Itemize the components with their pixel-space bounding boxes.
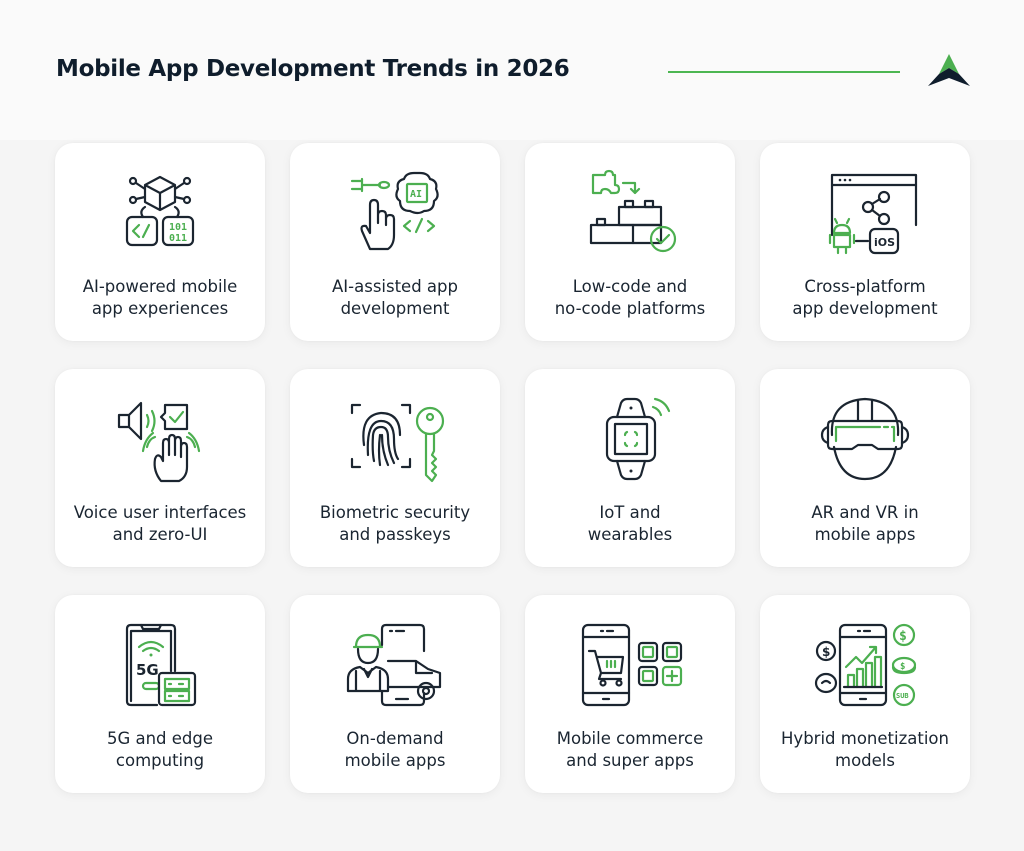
trend-label: AI-assisted app development <box>332 277 458 318</box>
fingerprint-key-icon <box>340 395 450 485</box>
speaker-hand-gesture-icon <box>105 395 215 485</box>
trend-card-voice-ui: Voice user interfaces and zero-UI <box>55 369 265 567</box>
svg-text:011: 011 <box>169 233 187 244</box>
trend-label: Low-code and no-code platforms <box>554 277 706 318</box>
trend-card-ai-assisted: AI AI-assisted app development <box>290 143 500 341</box>
svg-text:AI: AI <box>410 189 422 200</box>
courier-truck-phone-icon <box>340 621 450 711</box>
trend-label: Mobile commerce and super apps <box>556 729 704 770</box>
vr-headset-icon <box>810 395 920 485</box>
trend-card-on-demand: On-demand mobile apps <box>290 595 500 793</box>
trend-card-mobile-commerce: Mobile commerce and super apps <box>525 595 735 793</box>
svg-text:5G: 5G <box>136 661 159 679</box>
header: Mobile App Development Trends in 2026 <box>0 0 1024 140</box>
svg-text:SUB: SUB <box>896 692 909 700</box>
trend-label: AR and VR in mobile apps <box>811 503 919 544</box>
smartwatch-icon <box>575 395 685 485</box>
phone-cart-apps-icon <box>575 621 685 711</box>
trend-card-cross-platform: iOS Cross-platform app development <box>760 143 970 341</box>
trend-label: Hybrid monetization models <box>781 729 949 770</box>
trend-card-iot-wearables: IoT and wearables <box>525 369 735 567</box>
trend-card-ar-vr: AR and VR in mobile apps <box>760 369 970 567</box>
brand-arrow-logo-icon <box>928 54 970 86</box>
phone-chart-coins-icon: $ $ $ SUB <box>810 621 920 711</box>
svg-text:$: $ <box>900 662 905 672</box>
svg-text:101: 101 <box>169 222 187 233</box>
trend-label: AI-powered mobile app experiences <box>82 277 238 318</box>
trend-card-hybrid-monetization: $ $ $ SUB Hybrid monetization models <box>760 595 970 793</box>
svg-text:$: $ <box>822 645 830 659</box>
share-android-ios-icon: iOS <box>810 169 920 259</box>
svg-text:$: $ <box>899 629 907 644</box>
trend-label: Voice user interfaces and zero-UI <box>73 503 247 544</box>
hand-ai-brain-icon: AI <box>340 169 450 259</box>
trend-card-ai-powered: 101 011 AI-powered mobile app experiences <box>55 143 265 341</box>
trend-label: Cross-platform app development <box>792 277 938 318</box>
puzzle-blocks-check-icon <box>575 169 685 259</box>
phone-5g-server-icon: 5G <box>105 621 215 711</box>
svg-text:iOS: iOS <box>874 236 895 249</box>
trend-card-5g-edge: 5G 5G and edge computing <box>55 595 265 793</box>
page-title: Mobile App Development Trends in 2026 <box>56 56 570 82</box>
trend-label: IoT and wearables <box>587 503 673 544</box>
trend-label: On-demand mobile apps <box>344 729 446 770</box>
title-divider-line <box>668 71 900 73</box>
ai-cube-code-icon: 101 011 <box>105 169 215 259</box>
trend-label: 5G and edge computing <box>106 729 214 770</box>
trend-label: Biometric security and passkeys <box>319 503 471 544</box>
trend-card-low-code: Low-code and no-code platforms <box>525 143 735 341</box>
trend-card-biometric: Biometric security and passkeys <box>290 369 500 567</box>
trends-grid: 101 011 AI-powered mobile app experiences… <box>55 143 970 793</box>
